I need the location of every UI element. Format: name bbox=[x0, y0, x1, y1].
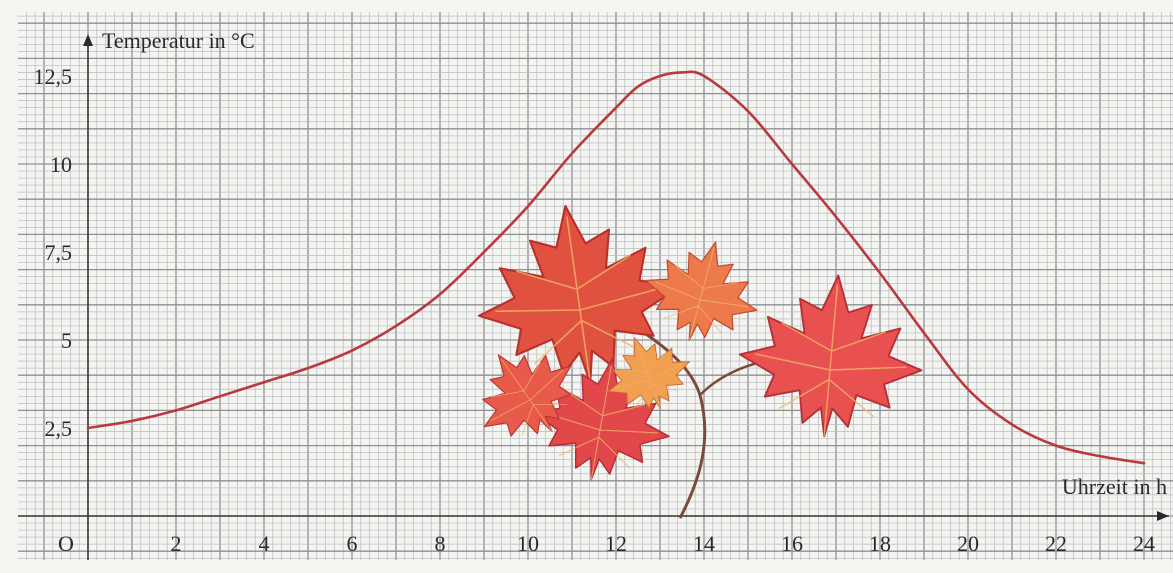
y-axis-arrow bbox=[83, 34, 93, 46]
leaf-veins bbox=[495, 216, 662, 383]
x-tick-label: 2 bbox=[171, 531, 182, 556]
x-tick-label: 6 bbox=[347, 531, 358, 556]
x-tick-label: 20 bbox=[957, 531, 979, 556]
y-axis-title: Temperatur in °C bbox=[102, 28, 255, 53]
y-tick-label: 2,5 bbox=[45, 416, 73, 441]
leaf-stem bbox=[639, 328, 707, 519]
labels-layer: 2 4 6 8 10 12 14 16 18 20 22 24O2,557,51012,5Temper… bbox=[34, 28, 1168, 556]
origin-label: O bbox=[58, 531, 74, 556]
x-tick-label: 8 bbox=[435, 531, 446, 556]
axes bbox=[18, 34, 1169, 560]
leaf-veins bbox=[614, 341, 683, 410]
x-axis-arrow bbox=[1157, 511, 1169, 521]
y-tick-label: 5 bbox=[61, 328, 72, 353]
leaf-veins bbox=[655, 247, 748, 341]
x-tick-label: 4 bbox=[259, 531, 270, 556]
series-layer bbox=[86, 70, 1146, 465]
maple-leaf bbox=[482, 354, 572, 437]
temperature-line bbox=[86, 70, 1146, 465]
x-axis-title: Uhrzeit in h bbox=[1062, 474, 1167, 499]
leaf-veins bbox=[754, 284, 907, 437]
maple-leaf bbox=[607, 337, 690, 411]
x-tick-label: 10 bbox=[517, 531, 539, 556]
y-tick-label: 7,5 bbox=[45, 240, 73, 265]
leaf-veins bbox=[490, 359, 567, 437]
x-tick-label: 24 bbox=[1133, 531, 1155, 556]
y-tick-label: 10 bbox=[50, 152, 72, 177]
maple-leaves-image bbox=[477, 204, 923, 519]
x-tick-label: 16 bbox=[781, 531, 803, 556]
x-tick-label: 22 bbox=[1045, 531, 1067, 556]
y-tick-label: 12,5 bbox=[34, 64, 73, 89]
x-tick-label: 12 bbox=[605, 531, 627, 556]
maple-leaf bbox=[645, 241, 758, 342]
leaf-veins bbox=[544, 366, 659, 480]
x-tick-label: 14 bbox=[693, 531, 715, 556]
x-tick-label: 18 bbox=[869, 531, 891, 556]
maple-leaf bbox=[738, 274, 923, 438]
